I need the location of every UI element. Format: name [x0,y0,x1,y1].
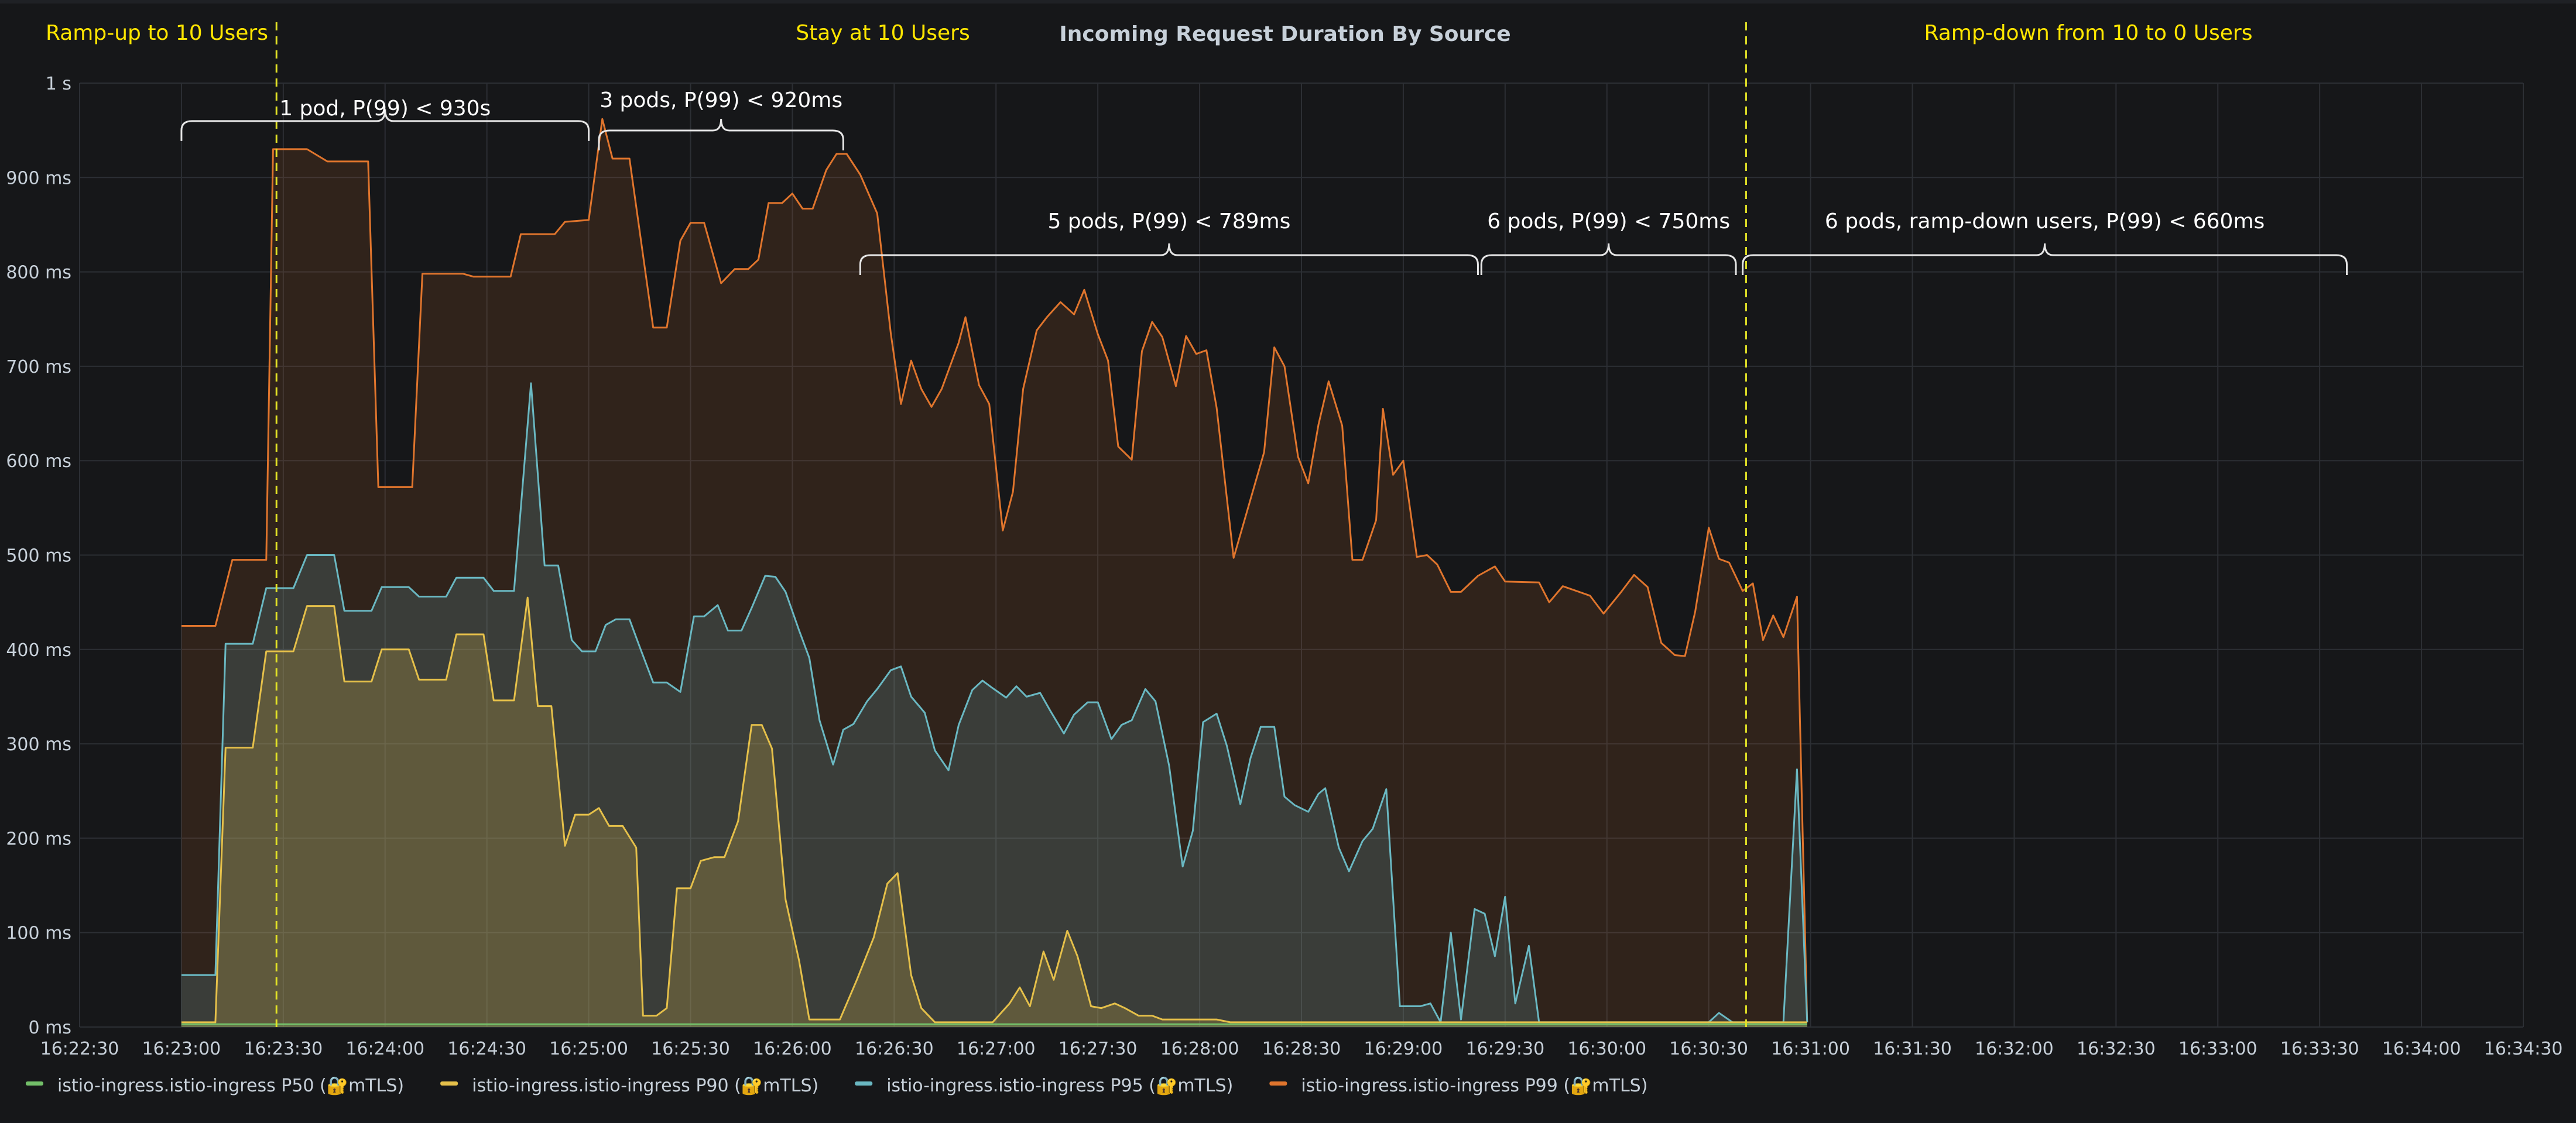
annotation-label: 5 pods, P(99) < 789ms [1047,210,1290,233]
x-tick-label: 16:23:00 [142,1039,221,1059]
x-tick-label: 16:34:00 [2382,1039,2461,1059]
panel-top-border [0,0,2576,4]
legend-item[interactable]: istio-ingress.istio-ingress P90 (🔐mTLS) [440,1076,818,1096]
series-line-p95 [181,382,1808,1024]
annotation-label: 6 pods, ramp-down users, P(99) < 660ms [1825,210,2265,233]
x-tick-label: 16:31:00 [1771,1039,1850,1059]
y-tick-label: 500 ms [6,546,71,566]
x-tick-label: 16:27:30 [1059,1039,1138,1059]
series-area-p99 [181,119,1807,1027]
x-tick-label: 16:30:30 [1669,1039,1748,1059]
series-line-p90 [181,596,1807,1024]
legend-label: istio-ingress.istio-ingress P99 (🔐mTLS) [1301,1076,1647,1096]
x-tick-label: 16:32:00 [1975,1039,2054,1059]
x-tick-label: 16:32:30 [2077,1039,2156,1059]
grid [79,83,2524,1028]
x-tick-label: 16:26:00 [753,1039,832,1059]
x-tick-label: 16:23:30 [244,1039,323,1059]
annotation-brace [1742,243,2348,275]
x-tick-label: 16:29:00 [1364,1039,1443,1059]
legend: istio-ingress.istio-ingress P50 (🔐mTLS) i… [26,1076,1647,1096]
x-tick-label: 16:28:00 [1160,1039,1239,1059]
x-tick-label: 16:24:00 [345,1039,424,1059]
legend-label: istio-ingress.istio-ingress P90 (🔐mTLS) [472,1076,818,1096]
series-area-p90 [181,597,1807,1027]
x-tick-label: 16:31:30 [1873,1039,1952,1059]
y-tick-label: 800 ms [6,263,71,283]
chart-title[interactable]: Incoming Request Duration By Source [1059,22,1510,46]
annotation-label: 1 pod, P(99) < 930s [279,97,491,121]
y-tick-label: 600 ms [6,451,71,472]
x-tick-label: 16:24:30 [447,1039,526,1059]
phase-label: Stay at 10 Users [796,21,970,45]
x-tick-label: 16:22:30 [40,1039,119,1059]
annotation-brace [1480,243,1737,275]
x-tick-label: 16:28:30 [1262,1039,1341,1059]
legend-label: istio-ingress.istio-ingress P50 (🔐mTLS) [57,1076,404,1096]
y-tick-label: 300 ms [6,734,71,755]
x-tick-label: 16:26:30 [855,1039,934,1059]
series-line-p99 [181,118,1808,1022]
legend-item[interactable]: istio-ingress.istio-ingress P95 (🔐mTLS) [855,1076,1233,1096]
legend-swatch [855,1081,873,1086]
legend-item[interactable]: istio-ingress.istio-ingress P99 (🔐mTLS) [1269,1076,1647,1096]
annotation-brace [859,243,1479,275]
y-axis: 0 ms 100 ms 200 ms 300 ms 400 ms 500 ms 600 ms… [6,74,71,1038]
x-tick-label: 16:27:00 [957,1039,1036,1059]
x-tick-label: 16:30:00 [1567,1039,1646,1059]
x-tick-label: 16:34:30 [2484,1039,2563,1059]
y-tick-label: 900 ms [6,168,71,188]
legend-swatch [1269,1081,1287,1086]
annotations: Ramp-up to 10 Users Stay at 10 Users Ramp-… [46,21,2348,275]
x-tick-label: 16:25:00 [549,1039,628,1059]
series-area-p95 [181,383,1807,1027]
legend-swatch [26,1081,43,1086]
y-tick-label: 400 ms [6,640,71,661]
legend-swatch [440,1081,458,1086]
phase-label: Ramp-down from 10 to 0 Users [1924,21,2253,45]
x-tick-label: 16:25:30 [651,1039,730,1059]
y-tick-label: 200 ms [6,829,71,849]
y-tick-label: 700 ms [6,357,71,377]
legend-item[interactable]: istio-ingress.istio-ingress P50 (🔐mTLS) [26,1076,404,1096]
annotation-brace [180,109,590,141]
y-tick-label: 0 ms [29,1018,71,1038]
x-tick-label: 16:33:00 [2178,1039,2258,1059]
x-axis: 16:22:30 16:23:00 16:23:30 16:24:00 16:24:30… [40,1039,2563,1059]
series-lines [181,118,1808,1025]
y-tick-label: 1 s [46,74,71,94]
phase-label: Ramp-up to 10 Users [46,21,268,45]
y-tick-label: 100 ms [6,923,71,944]
annotation-label: 3 pods, P(99) < 920ms [600,88,842,112]
annotation-brace [598,119,844,151]
x-tick-label: 16:33:30 [2280,1039,2359,1059]
annotation-label: 6 pods, P(99) < 750ms [1487,210,1730,233]
x-tick-label: 16:29:30 [1465,1039,1544,1059]
legend-label: istio-ingress.istio-ingress P95 (🔐mTLS) [886,1076,1233,1096]
